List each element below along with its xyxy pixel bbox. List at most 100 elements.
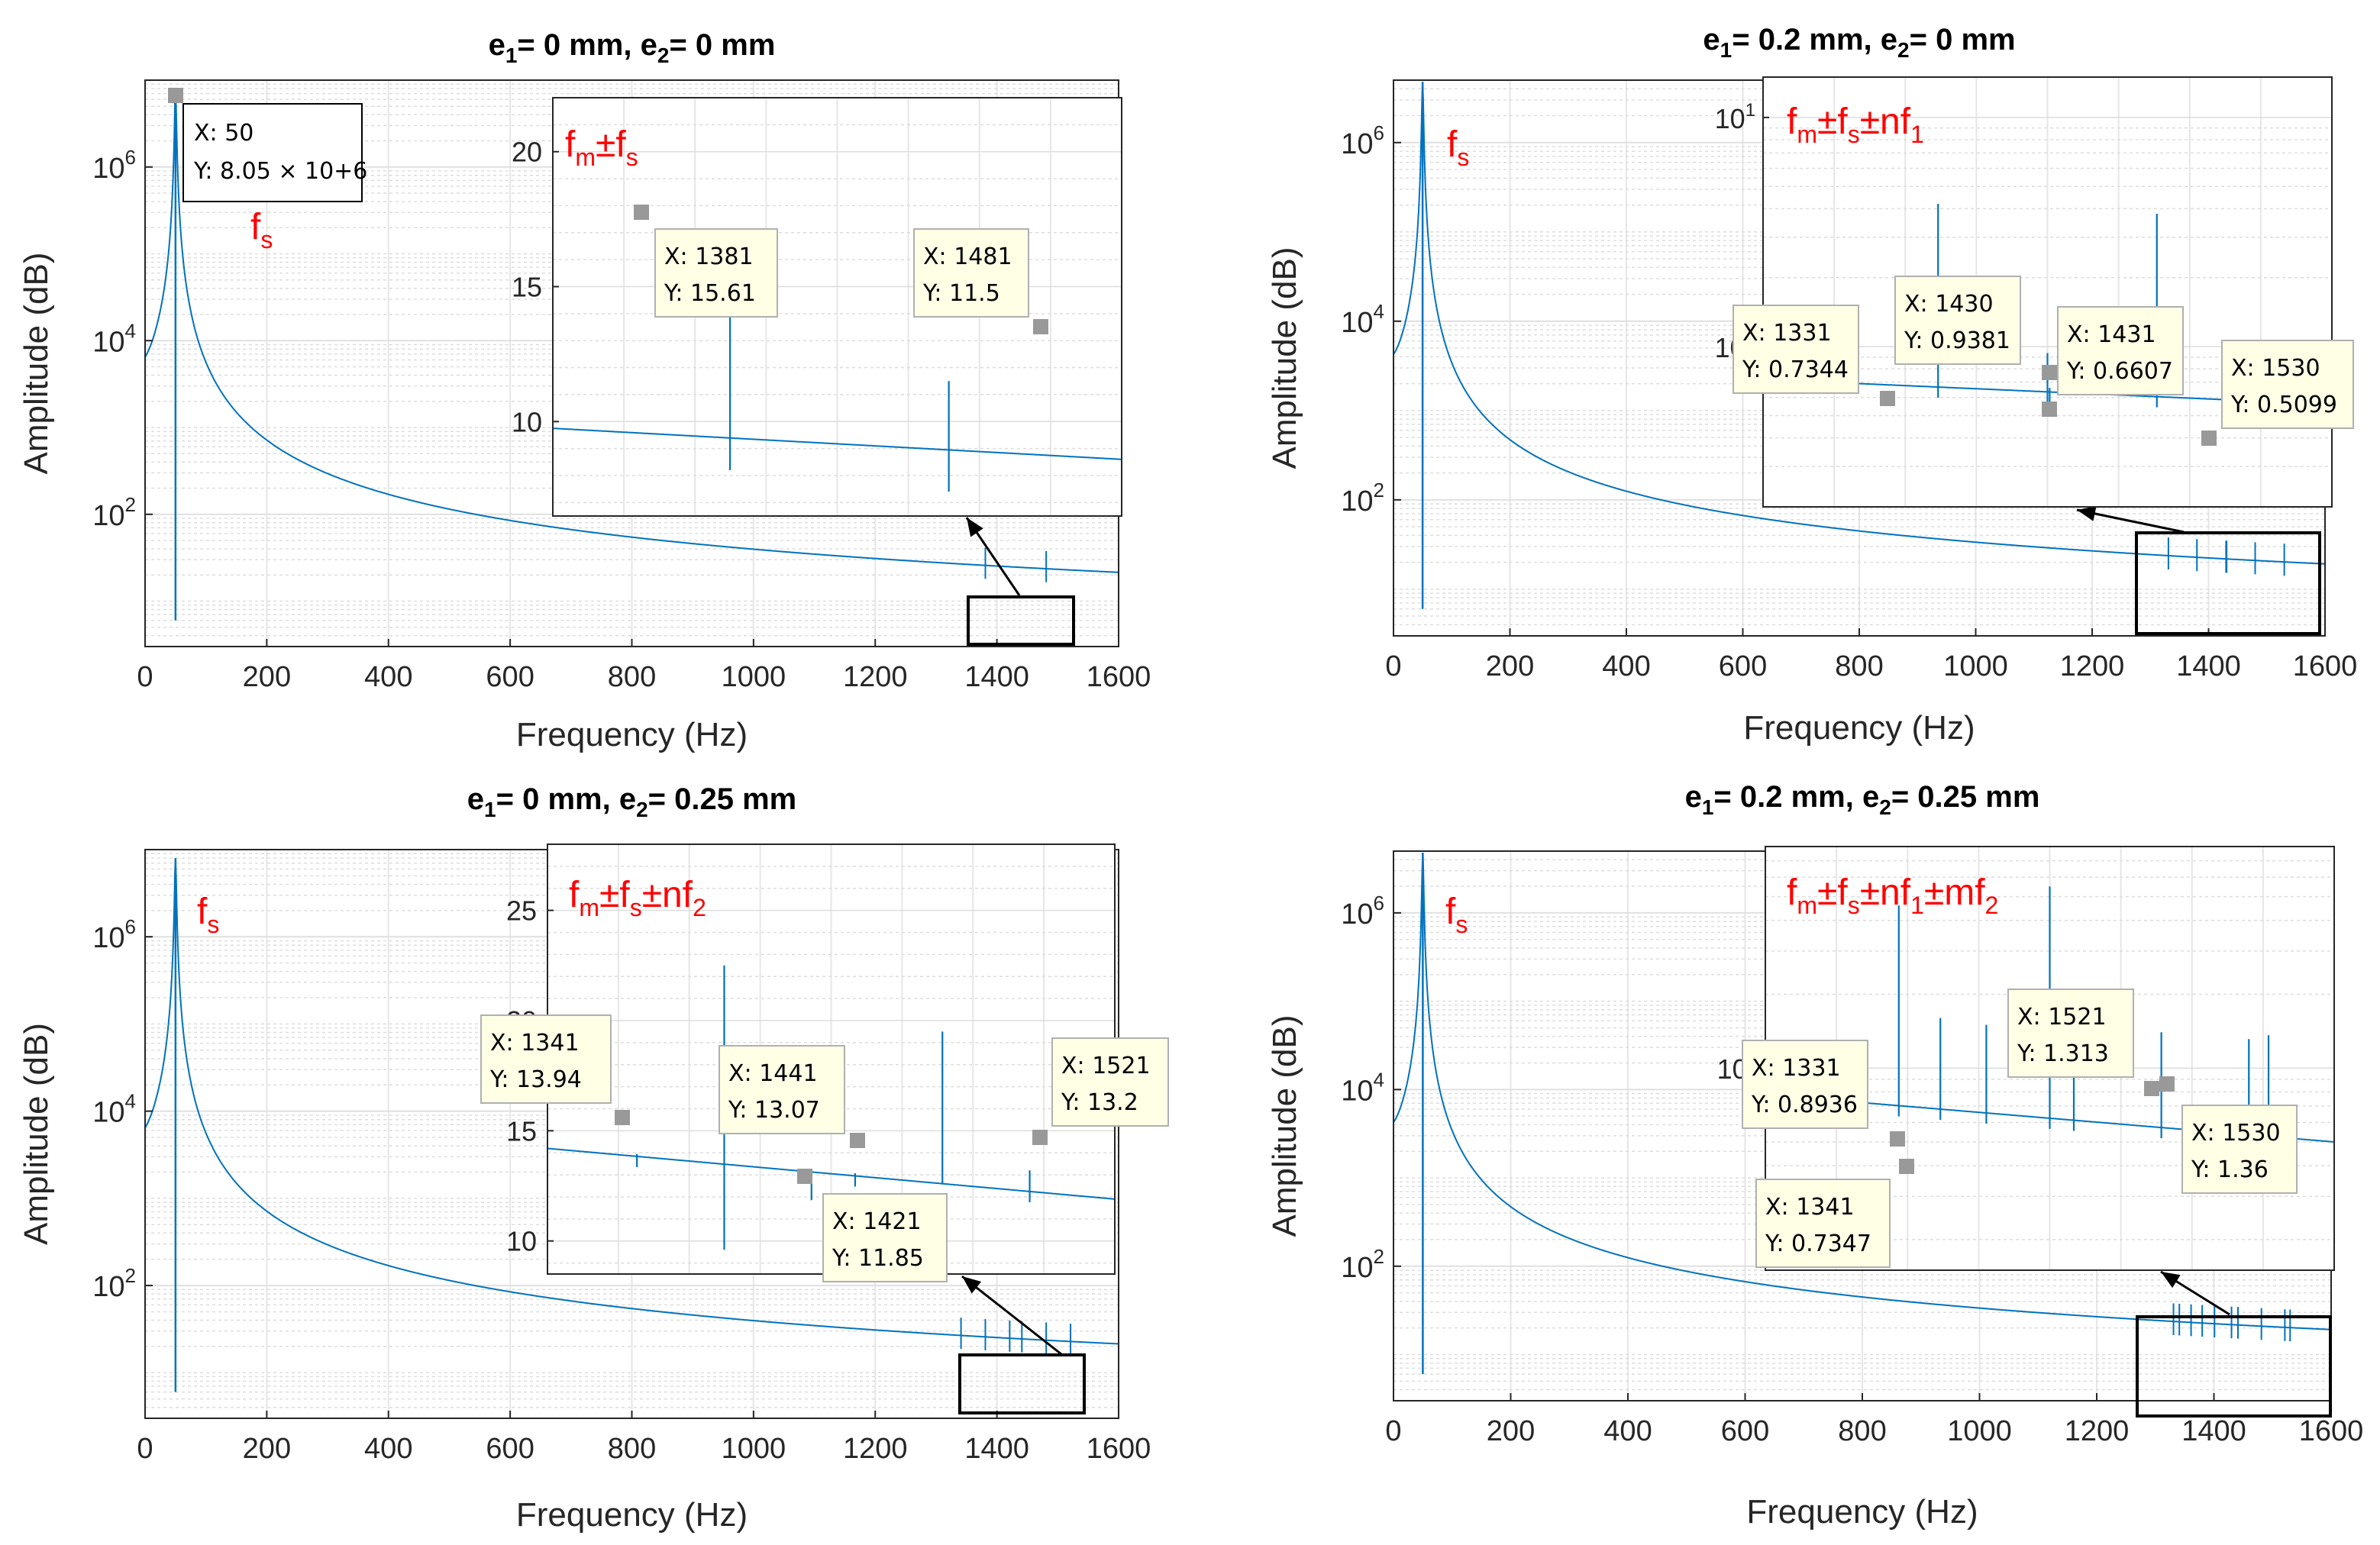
- inset-frame: [1762, 76, 2333, 508]
- y-tick-base: 10: [1341, 128, 1373, 160]
- datatip-x: X: 1341: [490, 1030, 580, 1056]
- annotation-term: ±f: [1817, 102, 1848, 142]
- annotation-term: ±f: [599, 875, 630, 915]
- datatip: X: 1341 Y: 0.7347: [1755, 1159, 1914, 1268]
- datatip: X: 1431 Y: 0.6607: [2042, 306, 2184, 417]
- title-e1-sub: 1: [1702, 795, 1714, 819]
- spectrum-line: [1393, 852, 2331, 1331]
- inset-y-tick-label: 101: [1715, 100, 1755, 134]
- inset-datatips: X: 1331 Y: 0.8936 X: 1341 Y: 0.7347 X: 1521 Y…: [1742, 989, 2298, 1268]
- y-tick-exponent: 2: [125, 1264, 136, 1287]
- datatip-marker: [2042, 402, 2057, 417]
- inset-datatips: X: 1341 Y: 13.94 X: 1441 Y: 13.07 X: 1421 Y: …: [480, 1014, 1169, 1282]
- spectrum-line: [145, 858, 1119, 1345]
- zoom-region-box: [2136, 1315, 2332, 1418]
- series-group: [145, 88, 1119, 621]
- fs-annotation: fs: [1447, 124, 1469, 171]
- annotation-subscript: s: [630, 894, 642, 921]
- spectrum-line: [1393, 82, 2325, 565]
- annotation-term: f: [1787, 872, 1797, 913]
- x-tick-label: 600: [486, 661, 534, 693]
- datatip-box: [719, 1045, 845, 1134]
- title-e1: e: [489, 28, 505, 62]
- annotation-subscript: s: [1848, 121, 1860, 148]
- annotation-term: ±mf: [1924, 872, 1985, 913]
- x-tick-label: 1000: [1947, 1415, 2012, 1447]
- title-e1-value: = 0.2 mm,: [1713, 780, 1862, 814]
- datatip-marker: [850, 1133, 865, 1148]
- fs-base: f: [1447, 124, 1458, 165]
- datatip: X: 1481 Y: 11.5: [913, 228, 1048, 334]
- datatip: X: 1530 Y: 0.5099: [2201, 340, 2354, 446]
- x-tick-label: 800: [608, 661, 656, 693]
- inset-baseline: [547, 1147, 1115, 1200]
- y-tick-exponent: 2: [1374, 479, 1384, 502]
- x-tick-label: 200: [1486, 650, 1534, 682]
- title-e1-sub: 1: [505, 44, 518, 67]
- title-e1: e: [1685, 780, 1702, 814]
- annotation-term: f: [1787, 102, 1797, 142]
- y-axis-label: Amplitude (dB): [18, 252, 55, 474]
- inset-annotation: fm±fs: [565, 124, 638, 171]
- annotation-term: f: [565, 124, 576, 165]
- annotation-subscript: s: [626, 144, 638, 171]
- datatip-y: Y: 8.05 × 10+6: [193, 158, 367, 185]
- zoom-arrow-head: [2161, 1272, 2181, 1289]
- y-axis-label: Amplitude (dB): [1266, 247, 1303, 469]
- x-tick-label: 200: [243, 1433, 291, 1465]
- x-tick-label: 0: [137, 661, 153, 693]
- x-tick-label: 400: [364, 1433, 412, 1465]
- datatip-marker: [1890, 1131, 1905, 1147]
- datatip-y: Y: 0.9381: [1904, 327, 2010, 354]
- datatip-x: X: 1521: [2017, 1004, 2107, 1031]
- datatip: X: 1441 Y: 13.07: [719, 1045, 865, 1148]
- y-axis-label: Amplitude (dB): [18, 1023, 55, 1245]
- datatip-x: X: 1430: [1904, 291, 1994, 318]
- datatip-marker: [615, 1110, 630, 1125]
- inset-y-tick-exponent: 1: [1745, 100, 1755, 121]
- x-tick-label: 1200: [2065, 1415, 2130, 1447]
- datatip: X: 1331 Y: 0.8936: [1742, 1040, 1905, 1147]
- inset-frame: [552, 97, 1122, 517]
- datatip: X: 1331 Y: 0.7344: [1733, 305, 1895, 406]
- title-e2-sub: 2: [636, 798, 648, 821]
- x-tick-label: 400: [1603, 1415, 1652, 1447]
- x-tick-label: 1200: [843, 661, 908, 693]
- datatip-box: [2181, 1105, 2298, 1194]
- title-e2: e: [1862, 780, 1879, 814]
- chart-title: e1= 0 mm, e2= 0.25 mm: [467, 782, 796, 821]
- y-tick-label: 106: [92, 146, 136, 185]
- x-tick-label: 1400: [964, 661, 1029, 693]
- y-tick-exponent: 6: [125, 915, 136, 938]
- x-tick-label: 600: [1719, 650, 1767, 682]
- inset-datatips: X: 1331 Y: 0.7344 X: 1430 Y: 0.9381 X: 1431 Y…: [1733, 276, 2354, 446]
- x-tick-label: 600: [486, 1433, 534, 1465]
- datatip-y: Y: 0.7344: [1742, 356, 1849, 383]
- x-tick-label: 0: [137, 1433, 153, 1465]
- annotation-subscript: m: [579, 894, 599, 921]
- datatip-box: [913, 228, 1029, 318]
- x-tick-label: 800: [608, 1433, 656, 1465]
- y-tick-base: 10: [92, 500, 124, 532]
- x-tick-label: 1000: [722, 1433, 786, 1465]
- spectrum-line: [145, 88, 1119, 573]
- datatip-y: Y: 11.85: [832, 1245, 924, 1272]
- datatip-y: Y: 1.313: [2017, 1040, 2109, 1067]
- x-axis-label: Frequency (Hz): [1746, 1493, 1978, 1530]
- x-tick-label: 1400: [964, 1433, 1029, 1465]
- datatip-box: [1051, 1037, 1169, 1127]
- datatip-marker: [2201, 431, 2217, 446]
- x-tick-label: 1600: [2299, 1415, 2364, 1447]
- datatip-box: [1733, 305, 1859, 394]
- x-tick-label: 1200: [2060, 650, 2125, 682]
- fs-sub: s: [1457, 144, 1469, 171]
- annotation-subscript: m: [1797, 892, 1817, 919]
- y-tick-exponent: 6: [1374, 121, 1384, 144]
- x-tick-label: 1400: [2181, 1415, 2246, 1447]
- datatip-y: Y: 0.6607: [2066, 358, 2173, 385]
- inset-y-tick-label: 10: [512, 406, 542, 437]
- panel-3: 0 200 400 600 800 1000 1200 1400 1600102104106Fr…: [18, 782, 1169, 1534]
- title-e2-sub: 2: [1897, 38, 1910, 62]
- panel-4: 0 200 400 600 800 1000 1200 1400 1600102104106Fr…: [1266, 780, 2363, 1530]
